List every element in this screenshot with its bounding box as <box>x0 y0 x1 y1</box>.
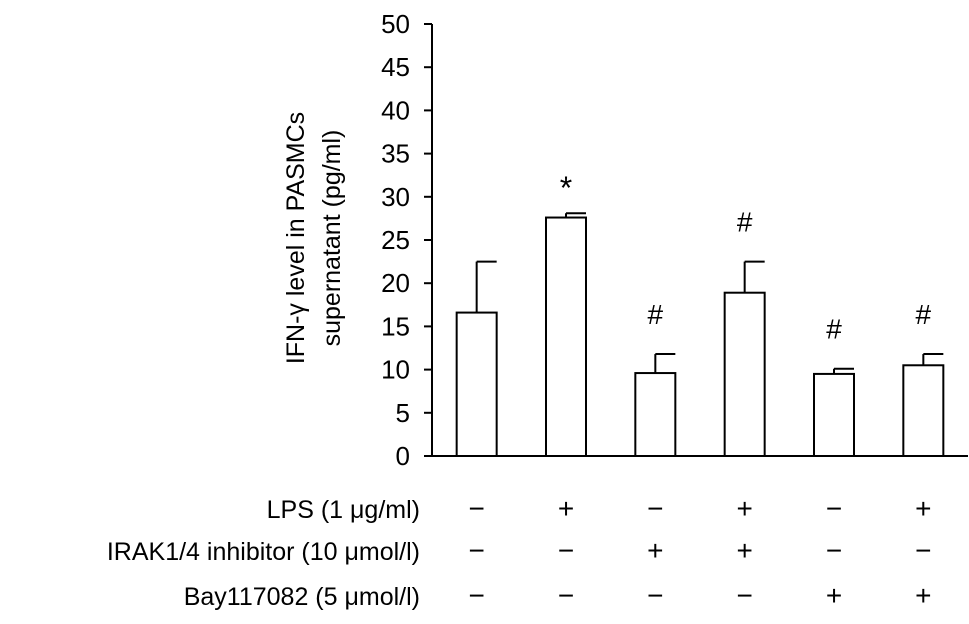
y-tick-label: 10 <box>381 355 410 385</box>
y-ticks: 0 5 10 15 20 25 30 35 40 45 50 <box>381 9 432 471</box>
significance-mark: # <box>826 314 842 345</box>
condition-sign: − <box>647 493 663 524</box>
condition-sign: − <box>915 535 931 566</box>
condition-sign: − <box>558 580 574 611</box>
y-tick-label: 35 <box>381 139 410 169</box>
condition-sign: − <box>468 493 484 524</box>
condition-sign: − <box>558 535 574 566</box>
bar <box>723 291 766 458</box>
y-axis-label-line-2: supernatant (pg/ml) <box>318 130 346 347</box>
y-tick-label: 25 <box>381 225 410 255</box>
bar <box>545 216 587 457</box>
condition-sign: − <box>826 535 842 566</box>
condition-label: LPS (1 μg/ml) <box>267 496 420 524</box>
y-tick-label: 15 <box>381 311 410 341</box>
significance-mark: # <box>737 207 753 238</box>
condition-sign: − <box>736 580 752 611</box>
condition-sign: − <box>468 535 484 566</box>
significance-mark: * <box>560 170 572 206</box>
bar <box>455 311 498 457</box>
y-axis-label: IFN-γ level in PASMCs supernatant (pg/ml… <box>282 112 346 364</box>
y-tick-label: 0 <box>396 441 410 471</box>
condition-sign: − <box>647 580 663 611</box>
condition-sign: + <box>736 535 752 566</box>
axes <box>431 24 968 457</box>
condition-sign: + <box>647 535 663 566</box>
significance-mark: # <box>648 299 664 330</box>
bar <box>902 364 945 457</box>
condition-label: IRAK1/4 inhibitor (10 μmol/l) <box>107 538 420 566</box>
condition-label: Bay117082 (5 μmol/l) <box>184 583 420 611</box>
condition-sign: + <box>915 580 931 611</box>
condition-sign: + <box>826 580 842 611</box>
significance-mark: # <box>916 299 932 330</box>
bar <box>813 372 855 458</box>
condition-table: LPS (1 μg/ml) − + − + − + IRAK1/4 inhibitor (10… <box>107 493 932 611</box>
condition-sign: + <box>915 493 931 524</box>
condition-sign: − <box>826 493 842 524</box>
y-tick-label: 40 <box>381 95 410 125</box>
y-tick-label: 20 <box>381 268 410 298</box>
y-tick-label: 5 <box>396 398 410 428</box>
y-tick-label: 50 <box>381 9 410 39</box>
y-tick-label: 30 <box>381 182 410 212</box>
condition-sign: − <box>468 580 484 611</box>
condition-sign: + <box>736 493 752 524</box>
bar <box>634 372 677 457</box>
y-axis-label-line-1: IFN-γ level in PASMCs <box>282 112 310 364</box>
bars: * # # # # <box>455 170 945 458</box>
y-tick-label: 45 <box>381 52 410 82</box>
condition-sign: + <box>558 493 574 524</box>
